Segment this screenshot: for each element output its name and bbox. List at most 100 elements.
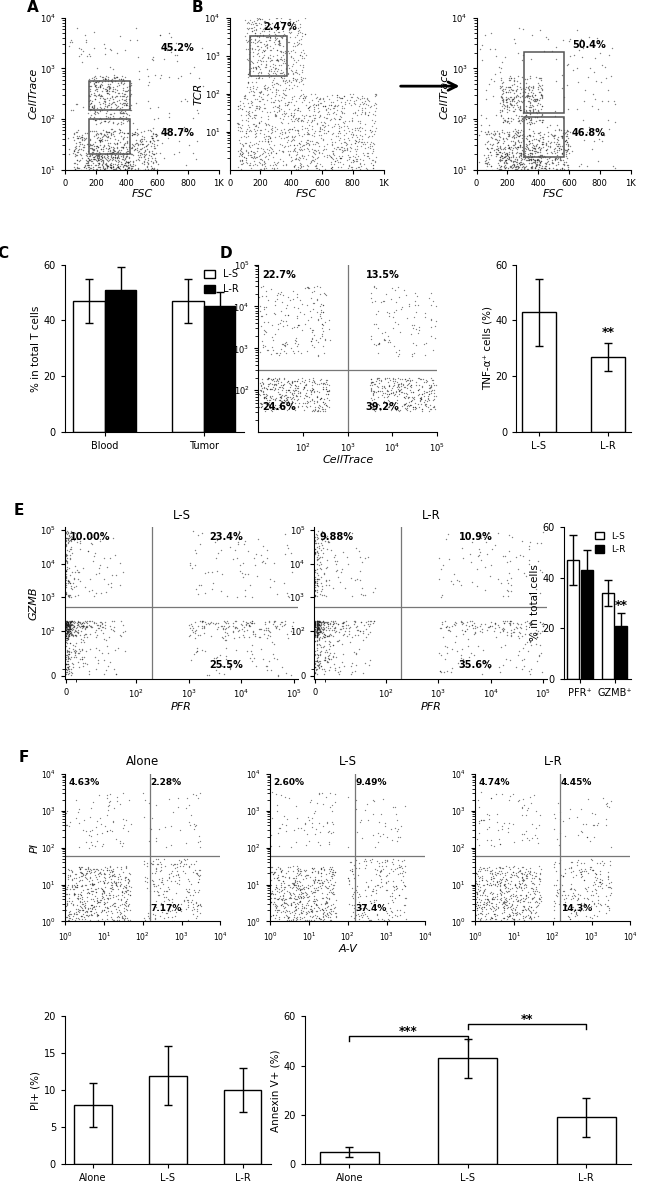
Point [235,143,246,162]
Point [292,135,302,154]
Point [532,90,543,109]
Point [506,162,516,181]
Point [401,888,411,907]
Point [289,142,300,161]
Bar [601,593,614,679]
Point [296,70,307,90]
Point [181,799,192,818]
Point [287,398,297,417]
Point [121,878,131,897]
Point [298,41,308,60]
Point [503,586,514,605]
Point [328,823,338,842]
Point [146,160,157,179]
Point [550,139,560,158]
Point [270,80,281,99]
Point [333,96,344,115]
Point [513,171,523,190]
Point [102,88,112,107]
Point [536,162,546,181]
Point [419,387,430,406]
Point [480,912,490,931]
Point [322,105,332,124]
Point [68,530,79,549]
Point [231,611,241,630]
Point [530,92,540,111]
Point [215,541,226,560]
Point [123,178,133,197]
Point [73,623,83,642]
Point [151,127,162,146]
Point [246,614,256,633]
Point [144,141,155,160]
Point [142,92,153,111]
Point [66,620,77,639]
Point [107,171,118,190]
Point [178,856,188,875]
Point [272,890,282,909]
Point [139,127,150,146]
Point [482,890,492,909]
Point [61,885,72,904]
Point [103,79,114,98]
Point [115,142,125,161]
Point [94,808,105,827]
Point [371,278,382,297]
Point [91,121,101,140]
Point [525,623,536,642]
Point [288,41,298,60]
Point [426,377,436,396]
Point [403,388,413,407]
Point [294,858,305,878]
Point [394,856,404,875]
Point [350,103,361,122]
Point [322,894,332,913]
Point [525,96,535,115]
Point [521,876,531,896]
Point [86,799,97,818]
Point [98,614,108,633]
Point [271,897,281,916]
Point [60,636,71,656]
Point [94,180,105,199]
Point [303,278,313,297]
Point [333,122,344,141]
Point [140,141,150,160]
Point [244,44,254,63]
Point [533,130,543,149]
Point [512,173,522,192]
Point [147,158,157,177]
Point [499,876,510,896]
Point [270,909,281,928]
Point [497,166,507,185]
Point [317,119,327,139]
Point [77,618,88,638]
Point [118,144,129,164]
Point [384,912,395,931]
Point [331,906,341,925]
Point [367,116,377,135]
Point [76,44,86,63]
Point [480,180,491,199]
Point [504,125,514,144]
Point [436,560,447,579]
Point [68,611,79,630]
Point [72,611,83,630]
Point [233,121,243,140]
Point [291,121,302,140]
Point [279,67,289,86]
Point [343,868,353,887]
Point [111,87,121,106]
Point [109,158,119,177]
Point [480,135,490,154]
Point [60,546,71,565]
Point [266,61,276,80]
Point [299,109,309,128]
Point [328,885,338,904]
Point [298,897,309,916]
Point [124,148,135,167]
Point [278,369,289,388]
Point [113,177,124,196]
Point [271,73,281,92]
Point [571,866,582,885]
